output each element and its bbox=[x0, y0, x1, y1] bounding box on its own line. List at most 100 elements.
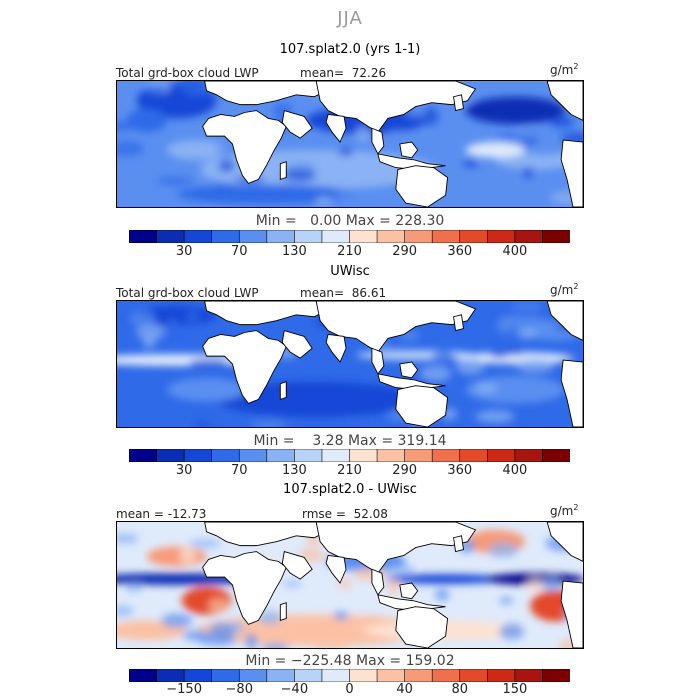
colorbar-swatch bbox=[487, 230, 516, 243]
colorbar-tick-label: 150 bbox=[502, 682, 528, 697]
colorbar-swatch bbox=[542, 669, 570, 682]
panel-1-min-value: 0.00 bbox=[310, 213, 342, 229]
colorbar-swatch bbox=[294, 230, 323, 243]
panel-1-max-label: Max = bbox=[345, 213, 391, 229]
field-blob bbox=[333, 611, 349, 620]
colorbar-swatch bbox=[404, 230, 433, 243]
field-blob bbox=[282, 169, 317, 182]
colorbar-tick-label: 210 bbox=[337, 463, 362, 478]
field-blob bbox=[345, 416, 371, 427]
field-blob bbox=[465, 96, 566, 125]
field-blob bbox=[179, 546, 197, 564]
continent-indonesia bbox=[377, 594, 446, 612]
colorbar-swatch bbox=[266, 230, 296, 243]
colorbar-swatch bbox=[376, 449, 406, 462]
field-blob bbox=[142, 335, 156, 349]
panel-1-map bbox=[116, 80, 584, 208]
field-blob bbox=[173, 163, 205, 177]
colorbar-swatch bbox=[542, 230, 570, 243]
panel-2-colorbar bbox=[129, 449, 570, 462]
continent-africa bbox=[202, 330, 287, 404]
colorbar-swatch bbox=[183, 449, 213, 462]
continent-samerica bbox=[560, 580, 583, 648]
colorbar-swatch bbox=[129, 230, 158, 243]
field-blob bbox=[489, 349, 510, 358]
continent-borneo bbox=[399, 582, 419, 600]
panel-3-units-text: g/m bbox=[550, 504, 574, 518]
continent-borneo bbox=[399, 141, 419, 159]
continent-asia bbox=[315, 301, 477, 353]
colorbar-tick-label: 80 bbox=[451, 682, 469, 697]
field-blob bbox=[487, 541, 519, 558]
field-blob bbox=[165, 318, 181, 334]
field-blob bbox=[196, 421, 212, 427]
colorbar-swatch bbox=[183, 669, 213, 682]
field-blob bbox=[214, 146, 236, 154]
field-blob bbox=[117, 120, 135, 132]
field-blob bbox=[188, 539, 221, 548]
panel-3-colorbar bbox=[129, 669, 570, 682]
field-blob bbox=[188, 359, 228, 368]
field-blob bbox=[126, 108, 167, 133]
colorbar-swatch bbox=[459, 669, 489, 682]
colorbar-tick-label: 0 bbox=[345, 682, 354, 697]
continent-arabia bbox=[281, 329, 313, 359]
field-blob bbox=[523, 142, 564, 157]
panel-3-min-label: Min = bbox=[245, 653, 287, 669]
field-blob bbox=[166, 140, 227, 160]
field-blob bbox=[156, 176, 194, 186]
field-blob bbox=[219, 380, 241, 397]
field-blob bbox=[465, 375, 566, 404]
colorbar-swatch bbox=[431, 230, 461, 243]
panel-1-max-value: 228.30 bbox=[395, 213, 445, 229]
panel-2-mean: mean= 86.61 bbox=[300, 286, 386, 300]
panel-1-units: g/m2 bbox=[550, 62, 578, 77]
panel-1-mean-value: 72.26 bbox=[351, 66, 387, 80]
field-blob bbox=[312, 640, 350, 648]
colorbar-tick-label: 360 bbox=[447, 244, 473, 259]
field-blob bbox=[186, 309, 199, 324]
field-blob bbox=[499, 597, 514, 605]
colorbar-tick-label: 30 bbox=[175, 244, 193, 259]
continent-indonesia bbox=[377, 373, 446, 391]
field-blob bbox=[387, 578, 400, 595]
field-blob bbox=[495, 133, 520, 143]
colorbar-swatch bbox=[376, 230, 406, 243]
continent-seasia bbox=[371, 127, 385, 155]
continent-india bbox=[325, 333, 347, 363]
field-blob bbox=[499, 623, 525, 640]
panel-3-mean: mean = -12.73 bbox=[116, 507, 206, 521]
field-blob bbox=[462, 158, 479, 168]
colorbar-swatch bbox=[514, 230, 544, 243]
field-blob bbox=[244, 633, 258, 648]
field-blob bbox=[510, 303, 544, 310]
colorbar-swatch bbox=[294, 669, 323, 682]
colorbar-swatch bbox=[404, 449, 433, 462]
panel-2-units-sup: 2 bbox=[573, 282, 579, 291]
field-blob bbox=[250, 420, 287, 427]
continent-madagascar bbox=[279, 381, 287, 401]
colorbar-swatch bbox=[514, 669, 544, 682]
panel-1-variable: Total grd-box cloud LWP bbox=[116, 66, 259, 80]
field-blob bbox=[382, 564, 416, 576]
field-blob bbox=[385, 574, 506, 585]
continent-americas bbox=[546, 522, 583, 562]
colorbar-swatch bbox=[404, 669, 433, 682]
field-blob bbox=[176, 184, 356, 205]
field-blob bbox=[419, 365, 452, 382]
continent-africa bbox=[202, 551, 287, 625]
field-blob bbox=[455, 357, 485, 375]
colorbar-tick-label: 290 bbox=[392, 244, 418, 259]
colorbar-swatch bbox=[238, 669, 268, 682]
panel-3-title: 107.splat2.0 - UWisc bbox=[283, 482, 417, 497]
colorbar-tick-label: 70 bbox=[230, 244, 248, 259]
continent-seasia bbox=[371, 347, 385, 375]
continent-madagascar bbox=[279, 602, 287, 622]
panel-3-rmse-label: rmse = bbox=[302, 507, 346, 521]
panel-1-mean-label: mean= bbox=[300, 66, 345, 80]
panel-2-mean-value: 86.61 bbox=[351, 286, 387, 300]
panel-1-min-label: Min = bbox=[255, 213, 297, 229]
colorbar-tick-label: 40 bbox=[396, 682, 413, 697]
continent-australia bbox=[395, 165, 449, 207]
continent-india bbox=[325, 554, 347, 584]
